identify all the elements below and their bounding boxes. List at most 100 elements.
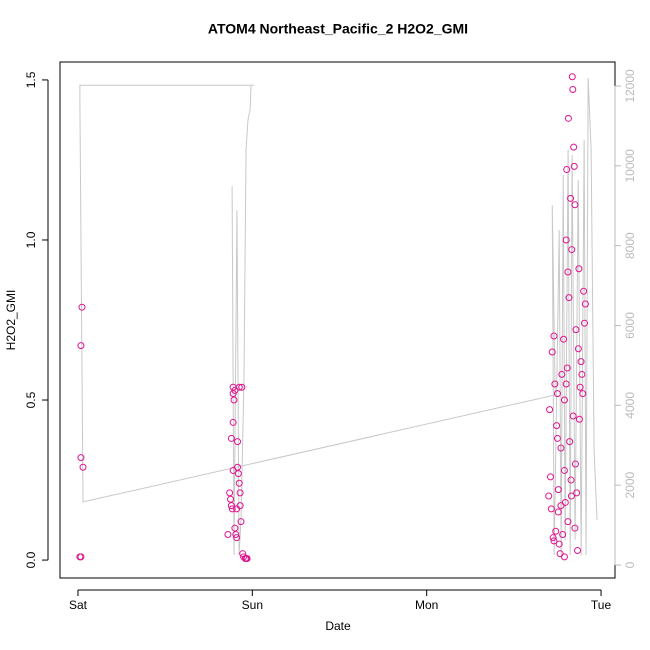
point: [77, 454, 85, 462]
point: [238, 383, 246, 391]
y2-tick-label: 2000: [623, 471, 637, 498]
point: [562, 380, 570, 388]
y2-tick-label: 12000: [623, 69, 637, 103]
x-tick-label: Sun: [242, 598, 263, 612]
point: [549, 534, 557, 542]
point: [231, 524, 239, 532]
point: [557, 502, 565, 510]
point: [228, 505, 236, 513]
y2-tick-label: 10000: [623, 149, 637, 183]
point: [243, 554, 251, 562]
point: [572, 326, 580, 334]
point: [568, 246, 576, 254]
point: [575, 265, 583, 273]
point: [550, 332, 558, 340]
point: [578, 370, 586, 378]
y-axis-label: H2O2_GMI: [4, 290, 18, 351]
point: [227, 434, 235, 442]
point: [564, 518, 572, 526]
y-tick-label: 1.5: [24, 71, 38, 88]
point: [580, 287, 588, 295]
point: [574, 345, 582, 353]
y2-tick-label: 4000: [623, 392, 637, 419]
point: [560, 396, 568, 404]
point: [571, 524, 579, 532]
point: [559, 530, 567, 538]
altitude-line: [79, 77, 598, 556]
point: [566, 438, 574, 446]
point: [563, 166, 571, 174]
y2-tick-label: 8000: [623, 232, 637, 259]
point: [577, 358, 585, 366]
point: [564, 114, 572, 122]
point: [569, 86, 577, 94]
point: [550, 537, 558, 545]
chart-title: ATOM4 Northeast_Pacific_2 H2O2_GMI: [208, 21, 468, 37]
point: [569, 412, 577, 420]
point: [547, 505, 555, 513]
point: [234, 463, 242, 471]
point: [574, 546, 582, 554]
point: [560, 553, 568, 561]
point: [571, 460, 579, 468]
point: [545, 492, 553, 500]
point: [563, 364, 571, 372]
point: [580, 319, 588, 327]
y-tick-label: 0.5: [24, 391, 38, 408]
point: [551, 380, 559, 388]
x-tick-label: Tue: [591, 598, 612, 612]
point: [546, 473, 554, 481]
point: [236, 489, 244, 497]
point: [77, 553, 85, 561]
point: [567, 194, 575, 202]
point: [235, 383, 243, 391]
point: [234, 438, 242, 446]
point: [226, 489, 234, 497]
point: [567, 492, 575, 500]
point: [79, 463, 87, 471]
point: [232, 530, 240, 538]
point: [555, 540, 563, 548]
x-tick-label: Mon: [415, 598, 438, 612]
point: [575, 415, 583, 423]
point: [560, 466, 568, 474]
point: [570, 143, 578, 151]
point: [565, 294, 573, 302]
point: [567, 476, 575, 484]
point: [571, 201, 579, 209]
point: [581, 300, 589, 308]
plot-box: [59, 61, 616, 579]
point: [554, 508, 562, 516]
point: [579, 390, 587, 398]
point: [576, 383, 584, 391]
point: [236, 502, 244, 510]
point: [230, 396, 238, 404]
point: [573, 489, 581, 497]
x-axis-label: Date: [325, 619, 351, 633]
point: [78, 303, 86, 311]
point: [554, 486, 562, 494]
point: [235, 479, 243, 487]
point: [552, 527, 560, 535]
point: [227, 502, 235, 510]
point: [568, 73, 576, 81]
x-tick-label: Sat: [69, 598, 88, 612]
point: [548, 348, 556, 356]
point: [233, 534, 241, 542]
point: [546, 406, 554, 414]
point: [234, 470, 242, 478]
point: [570, 162, 578, 170]
point: [558, 370, 566, 378]
point: [553, 434, 561, 442]
point: [229, 418, 237, 426]
point: [553, 422, 561, 430]
point: [562, 236, 570, 244]
y-tick-label: 1.0: [24, 231, 38, 248]
point: [237, 518, 245, 526]
point: [553, 390, 561, 398]
y2-tick-label: 0: [623, 561, 637, 568]
point: [560, 335, 568, 343]
point: [557, 444, 565, 452]
